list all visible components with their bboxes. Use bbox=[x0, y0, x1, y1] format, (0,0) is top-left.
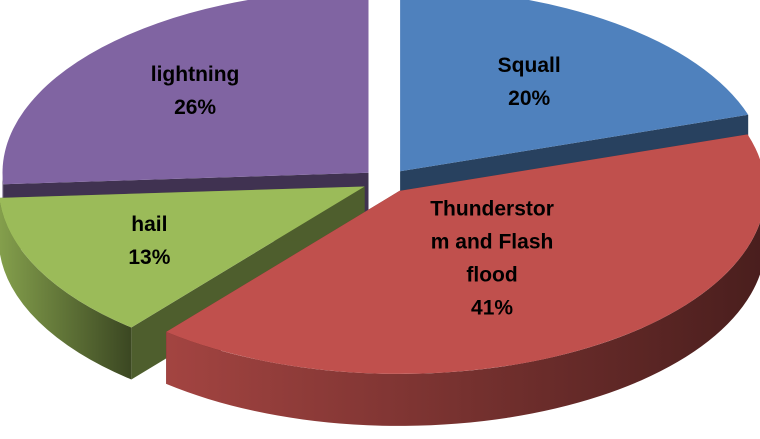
slice-label-line: 13% bbox=[128, 245, 170, 268]
pie-slice-lightning bbox=[2, 0, 369, 185]
slice-label-line: 26% bbox=[174, 95, 216, 118]
slice-data-label: lightning 26% bbox=[151, 62, 240, 118]
pie-slice-squall bbox=[400, 0, 749, 172]
slice-tops bbox=[0, 0, 760, 374]
slice-label-line: m and Flash bbox=[431, 230, 554, 253]
slice-data-label: hail 13% bbox=[128, 212, 170, 268]
slice-label-line: hail bbox=[131, 212, 167, 235]
slice-side-wall bbox=[166, 222, 760, 426]
slice-label-line: lightning bbox=[151, 62, 240, 85]
slice-label-line: Thunderstor bbox=[430, 197, 554, 220]
slice-label-line: 41% bbox=[471, 296, 513, 319]
slice-labels: Squall 20% Thunderstor m and Flash flood 41% h… bbox=[128, 54, 560, 320]
pie-slice-thunderstorm-and-flash-flood bbox=[166, 134, 760, 374]
slice-data-label: Squall 20% bbox=[498, 54, 561, 110]
slice-label-line: flood bbox=[466, 263, 517, 286]
pie-slice-hail bbox=[0, 186, 365, 328]
slice-side-wall bbox=[0, 201, 132, 380]
slice-label-line: 20% bbox=[508, 87, 550, 110]
slice-label-line: Squall bbox=[498, 54, 561, 77]
slice-data-label: Thunderstor m and Flash flood 41% bbox=[430, 197, 554, 319]
